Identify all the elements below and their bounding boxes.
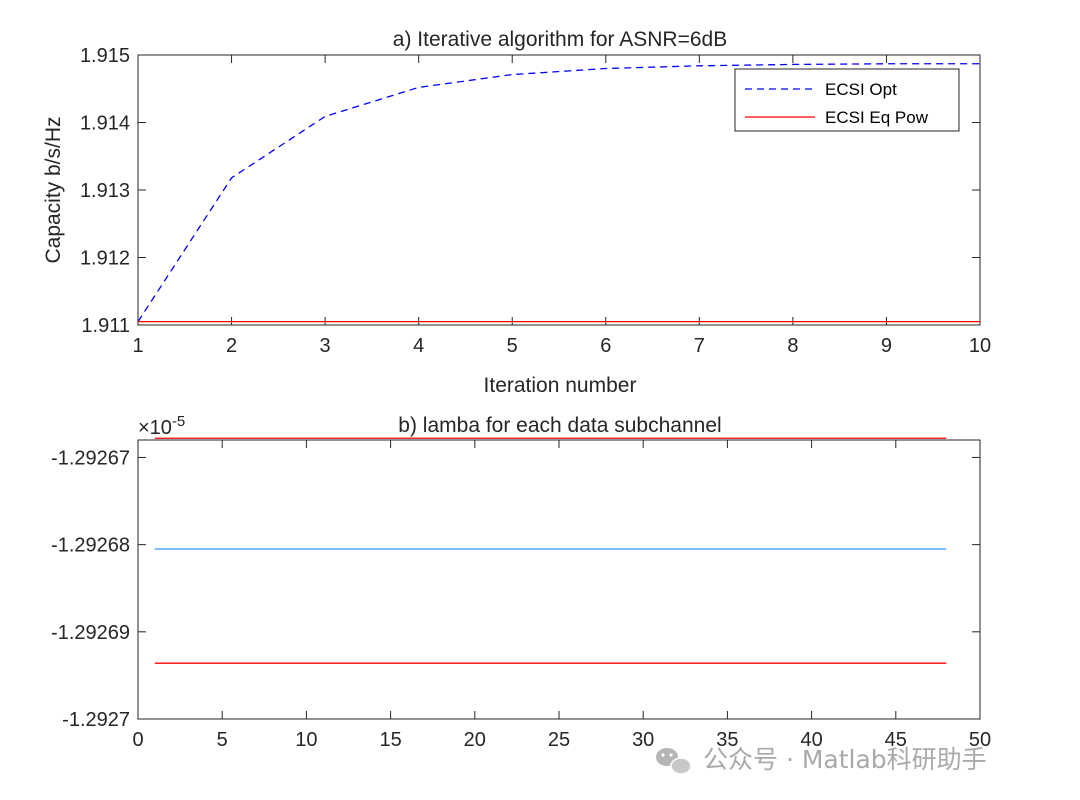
series-line-0	[137, 63, 980, 322]
x-tick-label: 0	[132, 729, 143, 751]
x-tick-label: 2	[226, 335, 237, 357]
x-tick-label: 50	[969, 729, 991, 751]
x-tick-label: 8	[787, 335, 798, 357]
y-tick-label: -1.2927	[62, 709, 130, 731]
chart-b-title: b) lamba for each data subchannel	[398, 414, 721, 437]
x-tick-label: 7	[694, 335, 705, 357]
x-tick-label: 1	[132, 335, 143, 357]
chart-a-title: a) Iterative algorithm for ASNR=6dB	[393, 28, 727, 51]
wechat-icon	[656, 748, 692, 775]
watermark-text: 公众号 · Matlab科研助手	[703, 745, 987, 774]
x-tick-label: 3	[320, 335, 331, 357]
watermark: 公众号 · Matlab科研助手	[656, 745, 987, 775]
y-tick-label: 1.915	[80, 45, 130, 67]
x-tick-label: 30	[632, 729, 654, 751]
y-tick-label: 1.912	[80, 248, 130, 270]
legend-label-ecsi-opt: ECSI Opt	[825, 80, 897, 99]
y-tick-label: 1.911	[81, 315, 130, 337]
x-tick-label: 10	[969, 335, 991, 357]
chart-a-x-ticks: 1 2 3 4 5 6 7 8 9 10	[132, 55, 991, 357]
chart-b-series	[154, 437, 947, 664]
chart-a-y-ticks: 1.911 1.912 1.913 1.914 1.915	[80, 45, 980, 337]
y-tick-label: 1.913	[80, 180, 130, 202]
y-tick-label: 1.914	[80, 113, 130, 135]
y-tick-label: -1.29268	[51, 535, 130, 557]
chart-a-legend: ECSI Opt ECSI Eq Pow	[734, 68, 960, 132]
chart-a-series	[137, 63, 980, 323]
chart-a: a) Iterative algorithm for ASNR=6dB 1 2 3 4…	[42, 28, 991, 397]
chart-b-y-ticks: -1.2927 -1.29269 -1.29268 -1.29267	[51, 447, 980, 731]
x-tick-label: 20	[464, 729, 486, 751]
exponent-base: ×10	[138, 417, 172, 439]
x-tick-label: 45	[885, 729, 907, 751]
x-tick-label: 9	[881, 335, 892, 357]
x-tick-label: 5	[507, 335, 518, 357]
chart-b-plot-area	[137, 439, 981, 720]
chart-b-exponent: ×10-5	[138, 413, 185, 439]
x-tick-label: 15	[379, 729, 401, 751]
chart-b: b) lamba for each data subchannel ×10-5 …	[51, 413, 991, 751]
legend-box	[734, 68, 960, 132]
y-tick-label: -1.29267	[51, 447, 130, 469]
svg-text:×10-5: ×10-5	[138, 413, 185, 439]
x-tick-label: 35	[716, 729, 738, 751]
chart-a-xlabel: Iteration number	[484, 374, 637, 397]
chart-b-x-ticks: 0 5 10 15 20 25 30 35 40 45 50	[132, 440, 991, 751]
y-tick-label: -1.29269	[51, 622, 130, 644]
x-tick-label: 10	[295, 729, 317, 751]
x-tick-label: 4	[413, 335, 424, 357]
exponent-power: -5	[172, 413, 185, 430]
x-tick-label: 5	[217, 729, 228, 751]
x-tick-label: 40	[800, 729, 822, 751]
chart-a-ylabel: Capacity b/s/Hz	[42, 116, 65, 263]
x-tick-label: 6	[600, 335, 611, 357]
x-tick-label: 25	[548, 729, 570, 751]
legend-label-ecsi-eq-pow: ECSI Eq Pow	[825, 108, 929, 127]
